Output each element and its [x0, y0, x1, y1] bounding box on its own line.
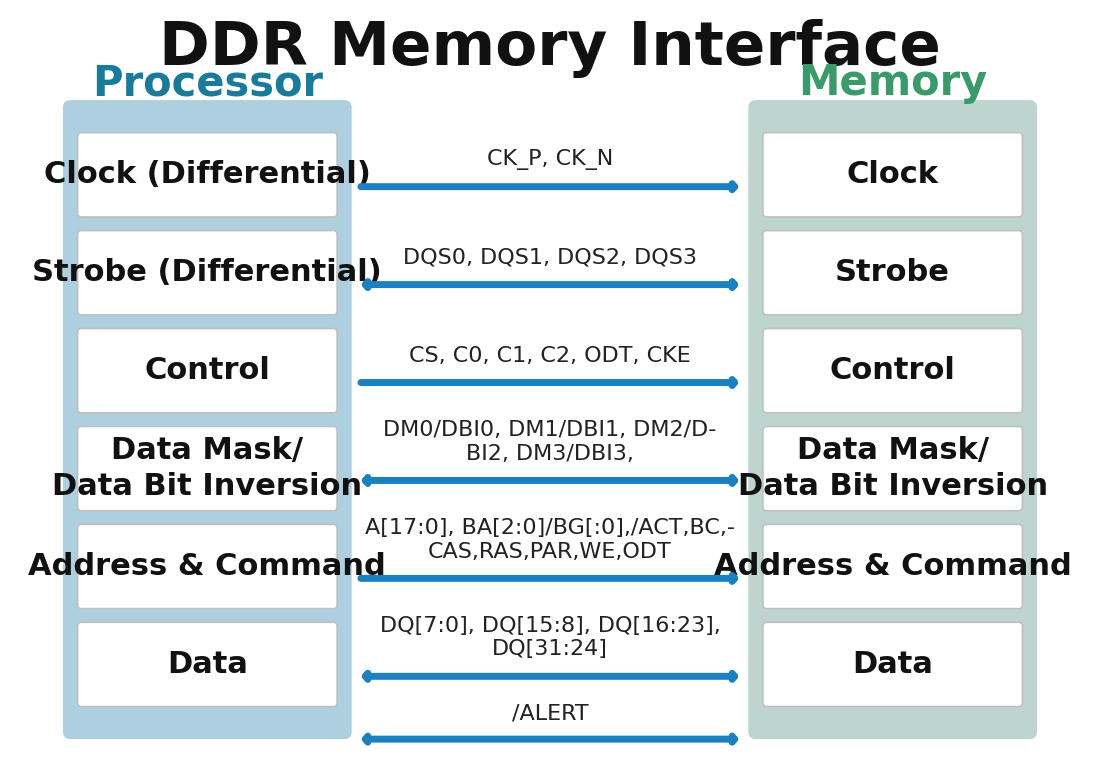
Text: Address & Command: Address & Command — [29, 552, 386, 581]
FancyBboxPatch shape — [763, 132, 1022, 217]
Text: CK_P, CK_N: CK_P, CK_N — [487, 149, 613, 170]
Text: Clock: Clock — [847, 160, 938, 189]
FancyBboxPatch shape — [763, 329, 1022, 413]
Text: Memory: Memory — [798, 62, 988, 104]
FancyBboxPatch shape — [78, 427, 337, 511]
Text: Data: Data — [167, 650, 248, 679]
FancyBboxPatch shape — [763, 524, 1022, 608]
Text: Processor: Processor — [91, 62, 322, 104]
Text: Data Mask/
Data Bit Inversion: Data Mask/ Data Bit Inversion — [53, 436, 362, 501]
FancyBboxPatch shape — [763, 622, 1022, 707]
Text: Data: Data — [852, 650, 933, 679]
Text: DM0/DBI0, DM1/DBI1, DM2/D-
BI2, DM3/DBI3,: DM0/DBI0, DM1/DBI1, DM2/D- BI2, DM3/DBI3… — [383, 420, 717, 464]
FancyBboxPatch shape — [78, 622, 337, 707]
Text: Clock (Differential): Clock (Differential) — [44, 160, 371, 189]
Text: DDR Memory Interface: DDR Memory Interface — [160, 19, 940, 79]
FancyBboxPatch shape — [763, 230, 1022, 315]
Text: CS, C0, C1, C2, ODT, CKE: CS, C0, C1, C2, ODT, CKE — [409, 346, 691, 366]
Text: Address & Command: Address & Command — [714, 552, 1071, 581]
Text: DQS0, DQS1, DQS2, DQS3: DQS0, DQS1, DQS2, DQS3 — [403, 248, 697, 268]
Text: Control: Control — [829, 357, 956, 385]
Text: A[17:0], BA[2:0]/BG[:0],/ACT,BC,-
CAS,RAS,PAR,WE,ODT: A[17:0], BA[2:0]/BG[:0],/ACT,BC,- CAS,RA… — [365, 518, 735, 561]
FancyBboxPatch shape — [78, 132, 337, 217]
FancyBboxPatch shape — [78, 230, 337, 315]
Text: Strobe: Strobe — [835, 258, 950, 287]
FancyBboxPatch shape — [63, 100, 352, 739]
Text: Strobe (Differential): Strobe (Differential) — [33, 258, 382, 287]
Text: Control: Control — [144, 357, 271, 385]
FancyBboxPatch shape — [78, 329, 337, 413]
Text: DQ[7:0], DQ[15:8], DQ[16:23],
DQ[31:24]: DQ[7:0], DQ[15:8], DQ[16:23], DQ[31:24] — [379, 616, 720, 659]
Text: Data Mask/
Data Bit Inversion: Data Mask/ Data Bit Inversion — [738, 436, 1047, 501]
FancyBboxPatch shape — [78, 524, 337, 608]
Text: /ALERT: /ALERT — [512, 703, 588, 723]
FancyBboxPatch shape — [748, 100, 1037, 739]
FancyBboxPatch shape — [763, 427, 1022, 511]
